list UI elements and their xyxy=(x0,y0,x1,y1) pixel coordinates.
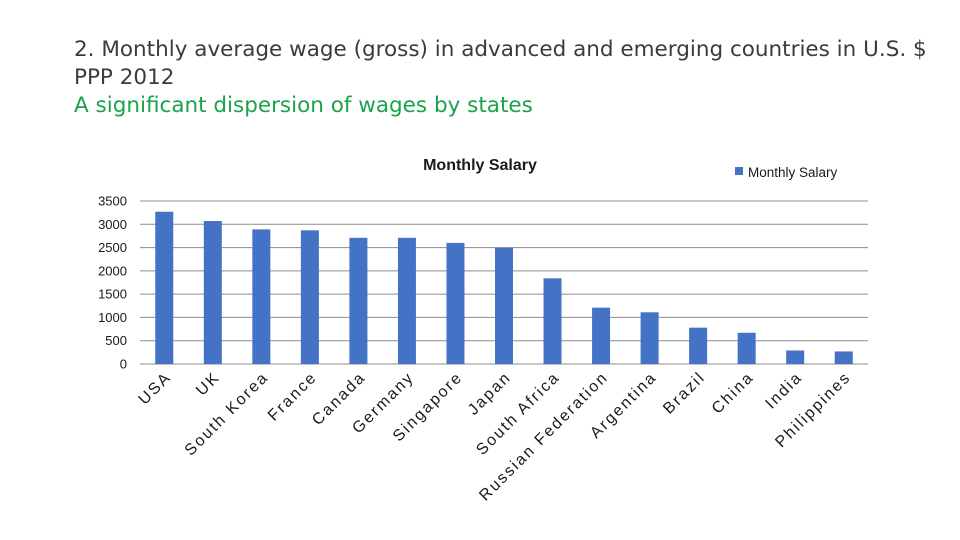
bars xyxy=(155,211,853,364)
y-tick-label: 0 xyxy=(120,357,127,372)
x-tick-label: India xyxy=(762,369,806,413)
bar xyxy=(203,221,222,364)
bar xyxy=(737,332,756,364)
bar xyxy=(495,247,513,364)
x-tick-label: UK xyxy=(193,369,224,400)
bar xyxy=(689,327,708,364)
bar xyxy=(786,350,805,364)
bar xyxy=(640,312,659,364)
slide-title-block: 2. Monthly average wage (gross) in advan… xyxy=(74,36,934,120)
bar xyxy=(397,237,416,364)
bar xyxy=(252,229,271,364)
y-tick-label: 2500 xyxy=(98,240,127,255)
x-tick-label: China xyxy=(709,369,758,418)
y-tick-label: 500 xyxy=(105,333,127,348)
chart-title: Monthly Salary xyxy=(423,157,537,174)
legend-swatch xyxy=(735,167,743,175)
bar xyxy=(543,278,562,364)
bar xyxy=(300,230,319,364)
legend: Monthly Salary xyxy=(735,165,838,180)
bar xyxy=(155,211,174,364)
legend-label: Monthly Salary xyxy=(748,165,838,180)
x-tick-label: Japan xyxy=(465,369,515,419)
y-tick-label: 1500 xyxy=(98,287,127,302)
slide-title: 2. Monthly average wage (gross) in advan… xyxy=(74,37,927,90)
y-tick-label: 3500 xyxy=(98,194,127,209)
bar xyxy=(446,242,465,364)
bar xyxy=(592,307,611,364)
y-tick-label: 2000 xyxy=(98,263,127,278)
y-axis-ticks: 0 500 1000 1500 2000 2500 3000 3500 xyxy=(98,194,127,372)
bar xyxy=(834,351,853,364)
x-tick-label: South Korea xyxy=(182,369,272,459)
y-tick-label: 1000 xyxy=(98,310,127,325)
x-tick-label: South Africa xyxy=(473,369,563,459)
x-tick-label: Brazil xyxy=(660,369,709,418)
slide-subtitle: A significant dispersion of wages by sta… xyxy=(74,93,533,118)
x-tick-label: USA xyxy=(136,369,176,409)
bar xyxy=(349,237,368,364)
y-tick-label: 3000 xyxy=(98,217,127,232)
